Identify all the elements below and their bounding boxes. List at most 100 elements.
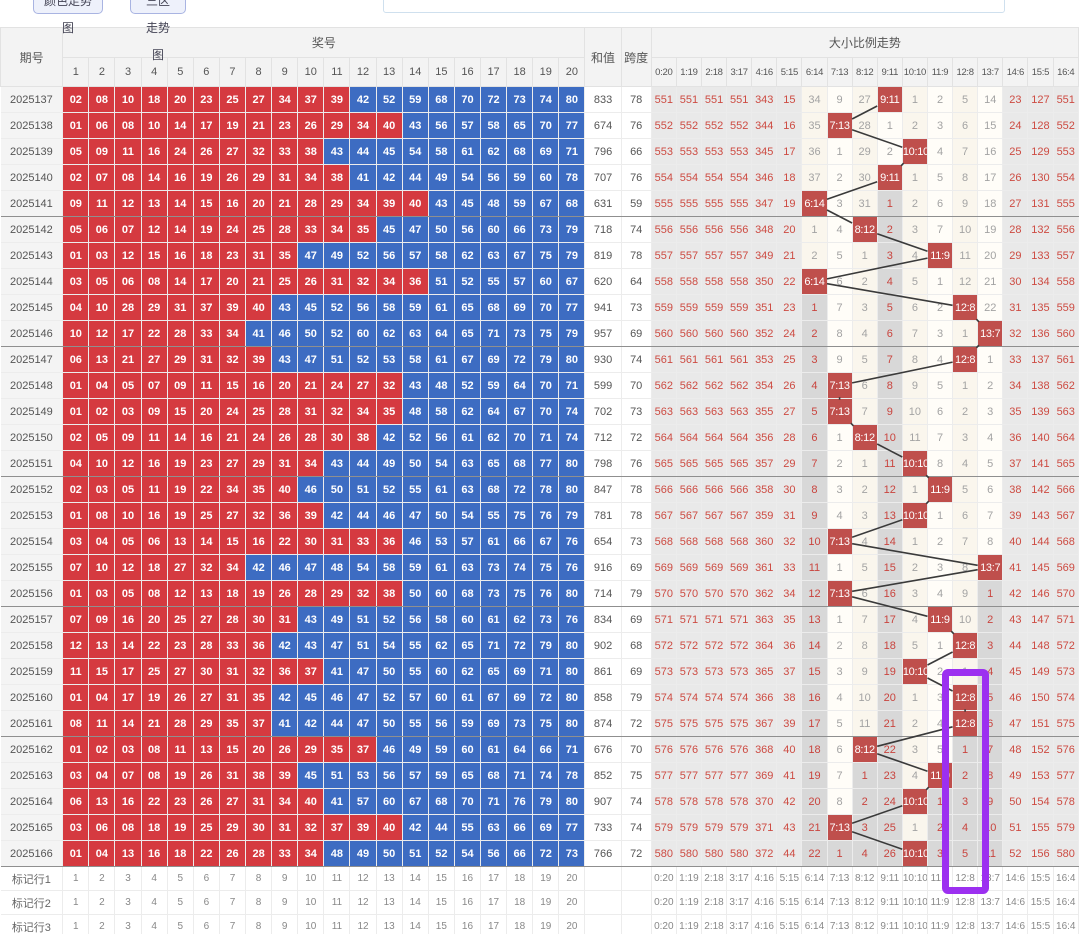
marker-ratio-cell[interactable]: 9:11 xyxy=(877,866,903,891)
marker-number-cell[interactable]: 2 xyxy=(88,914,116,934)
marker-ratio-cell[interactable]: 0:20 xyxy=(651,914,677,934)
marker-number-cell[interactable]: 15 xyxy=(428,866,455,891)
marker-ratio-cell[interactable]: 2:18 xyxy=(701,866,728,891)
marker-number-cell[interactable]: 6 xyxy=(193,890,220,915)
marker-ratio-cell[interactable]: 6:14 xyxy=(801,914,828,934)
marker-number-cell[interactable]: 18 xyxy=(506,914,534,934)
marker-number-cell[interactable]: 17 xyxy=(480,866,508,891)
marker-ratio-cell[interactable]: 1:19 xyxy=(676,866,702,891)
marker-ratio-cell[interactable]: 16:4 xyxy=(1053,914,1079,934)
marker-ratio-cell[interactable]: 7:13 xyxy=(827,866,853,891)
marker-number-cell[interactable]: 10 xyxy=(297,866,325,891)
marker-number-cell[interactable]: 15 xyxy=(428,914,455,934)
marker-ratio-cell[interactable]: 11:9 xyxy=(927,890,954,915)
marker-number-cell[interactable]: 7 xyxy=(219,914,247,934)
marker-ratio-cell[interactable]: 13:7 xyxy=(977,914,1004,934)
marker-ratio-cell[interactable]: 1:19 xyxy=(676,914,702,934)
marker-ratio-cell[interactable]: 1:19 xyxy=(676,890,702,915)
marker-number-cell[interactable]: 14 xyxy=(402,914,429,934)
marker-ratio-cell[interactable]: 4:16 xyxy=(751,866,778,891)
marker-ratio-cell[interactable]: 13:7 xyxy=(977,866,1004,891)
marker-number-cell[interactable]: 20 xyxy=(558,866,586,891)
marker-ratio-cell[interactable]: 10:10 xyxy=(902,914,928,934)
marker-ratio-cell[interactable]: 9:11 xyxy=(877,890,903,915)
marker-number-cell[interactable]: 9 xyxy=(271,914,299,934)
marker-number-cell[interactable]: 18 xyxy=(506,866,534,891)
marker-number-cell[interactable]: 17 xyxy=(480,890,508,915)
marker-number-cell[interactable]: 1 xyxy=(62,914,90,934)
marker-number-cell[interactable]: 1 xyxy=(62,866,90,891)
marker-ratio-cell[interactable]: 10:10 xyxy=(902,866,928,891)
marker-number-cell[interactable]: 14 xyxy=(402,890,429,915)
marker-number-cell[interactable]: 20 xyxy=(558,890,586,915)
marker-ratio-cell[interactable]: 5:15 xyxy=(776,890,803,915)
marker-number-cell[interactable]: 15 xyxy=(428,890,455,915)
marker-ratio-cell[interactable]: 4:16 xyxy=(751,890,778,915)
marker-ratio-cell[interactable]: 10:10 xyxy=(902,890,928,915)
marker-number-cell[interactable]: 20 xyxy=(558,914,586,934)
marker-ratio-cell[interactable]: 3:17 xyxy=(726,890,753,915)
marker-ratio-cell[interactable]: 5:15 xyxy=(776,914,803,934)
marker-number-cell[interactable]: 6 xyxy=(193,866,220,891)
marker-ratio-cell[interactable]: 16:4 xyxy=(1053,866,1079,891)
marker-ratio-cell[interactable]: 15:5 xyxy=(1027,914,1054,934)
marker-number-cell[interactable]: 8 xyxy=(245,890,273,915)
marker-number-cell[interactable]: 16 xyxy=(454,890,482,915)
marker-number-cell[interactable]: 11 xyxy=(323,914,351,934)
marker-number-cell[interactable]: 13 xyxy=(376,890,403,915)
marker-number-cell[interactable]: 14 xyxy=(402,866,429,891)
marker-number-cell[interactable]: 3 xyxy=(114,914,142,934)
marker-number-cell[interactable]: 3 xyxy=(114,890,142,915)
marker-number-cell[interactable]: 4 xyxy=(141,914,168,934)
marker-ratio-cell[interactable]: 7:13 xyxy=(827,890,853,915)
marker-number-cell[interactable]: 16 xyxy=(454,914,482,934)
marker-number-cell[interactable]: 16 xyxy=(454,866,482,891)
marker-number-cell[interactable]: 13 xyxy=(376,866,403,891)
marker-ratio-cell[interactable]: 11:9 xyxy=(927,866,954,891)
marker-ratio-cell[interactable]: 2:18 xyxy=(701,890,728,915)
marker-ratio-cell[interactable]: 12:8 xyxy=(952,914,979,934)
marker-number-cell[interactable]: 7 xyxy=(219,890,247,915)
marker-ratio-cell[interactable]: 0:20 xyxy=(651,890,677,915)
zone-trend-button[interactable]: 三区走势图 xyxy=(130,0,186,62)
marker-number-cell[interactable]: 2 xyxy=(88,890,116,915)
marker-number-cell[interactable]: 5 xyxy=(167,890,194,915)
marker-number-cell[interactable]: 7 xyxy=(219,866,247,891)
marker-number-cell[interactable]: 19 xyxy=(532,914,560,934)
marker-ratio-cell[interactable]: 5:15 xyxy=(776,866,803,891)
marker-ratio-cell[interactable]: 14:6 xyxy=(1002,914,1029,934)
marker-number-cell[interactable]: 19 xyxy=(532,866,560,891)
marker-number-cell[interactable]: 8 xyxy=(245,914,273,934)
marker-ratio-cell[interactable]: 6:14 xyxy=(801,890,828,915)
marker-ratio-cell[interactable]: 14:6 xyxy=(1002,890,1029,915)
marker-number-cell[interactable]: 5 xyxy=(167,914,194,934)
marker-number-cell[interactable]: 17 xyxy=(480,914,508,934)
marker-ratio-cell[interactable]: 3:17 xyxy=(726,914,753,934)
marker-number-cell[interactable]: 11 xyxy=(323,866,351,891)
color-trend-button[interactable]: 颜色走势图 xyxy=(33,0,103,35)
marker-number-cell[interactable]: 9 xyxy=(271,890,299,915)
marker-number-cell[interactable]: 11 xyxy=(323,890,351,915)
marker-number-cell[interactable]: 9 xyxy=(271,866,299,891)
marker-number-cell[interactable]: 3 xyxy=(114,866,142,891)
marker-ratio-cell[interactable]: 0:20 xyxy=(651,866,677,891)
marker-ratio-cell[interactable]: 14:6 xyxy=(1002,866,1029,891)
marker-ratio-cell[interactable]: 13:7 xyxy=(977,890,1004,915)
marker-ratio-cell[interactable]: 12:8 xyxy=(952,890,979,915)
marker-ratio-cell[interactable]: 3:17 xyxy=(726,866,753,891)
marker-number-cell[interactable]: 12 xyxy=(349,914,377,934)
marker-ratio-cell[interactable]: 8:12 xyxy=(852,914,878,934)
marker-ratio-cell[interactable]: 15:5 xyxy=(1027,866,1054,891)
marker-number-cell[interactable]: 13 xyxy=(376,914,403,934)
marker-ratio-cell[interactable]: 9:11 xyxy=(877,914,903,934)
marker-ratio-cell[interactable]: 16:4 xyxy=(1053,890,1079,915)
marker-number-cell[interactable]: 12 xyxy=(349,866,377,891)
marker-ratio-cell[interactable]: 6:14 xyxy=(801,866,828,891)
marker-number-cell[interactable]: 12 xyxy=(349,890,377,915)
marker-ratio-cell[interactable]: 4:16 xyxy=(751,914,778,934)
marker-number-cell[interactable]: 19 xyxy=(532,890,560,915)
marker-number-cell[interactable]: 10 xyxy=(297,914,325,934)
marker-ratio-cell[interactable]: 2:18 xyxy=(701,914,728,934)
marker-number-cell[interactable]: 4 xyxy=(141,890,168,915)
marker-ratio-cell[interactable]: 8:12 xyxy=(852,866,878,891)
